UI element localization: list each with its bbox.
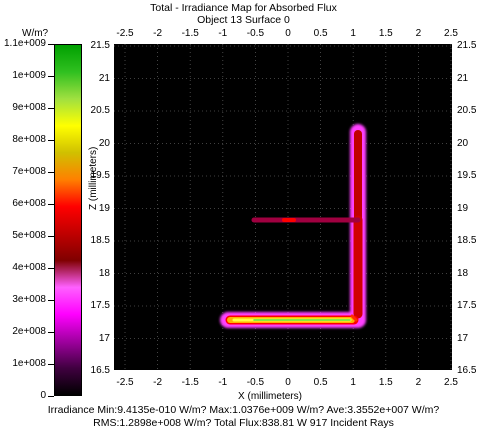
x-tick-label: 2 — [415, 28, 422, 39]
x-tick-label: -2.5 — [116, 28, 134, 39]
colorbar-tick — [48, 204, 54, 205]
grid-lines — [114, 44, 452, 370]
x-tick-label: -1.5 — [181, 28, 199, 39]
colorbar — [54, 44, 82, 396]
colorbar-tick-label: 1e+009 — [12, 70, 46, 81]
z-tick-label: 21.5 — [457, 40, 477, 51]
z-tick-label: 21.5 — [90, 40, 110, 51]
colorbar-tick — [48, 172, 54, 173]
irradiance-stats: Irradiance Min:9.4135e-010 W/m? Max:1.03… — [47, 404, 440, 416]
colorbar-tick-label: 1e+008 — [12, 358, 46, 369]
x-axis-title: X (millimeters) — [238, 391, 302, 402]
x-tick-label: 1.5 — [378, 28, 393, 39]
z-tick-label: 19 — [457, 202, 469, 214]
colorbar-tick-label: 8e+008 — [12, 134, 46, 145]
x-tick-label: -1 — [218, 377, 228, 388]
colorbar-tick — [48, 268, 54, 269]
colorbar-tick-label: 7e+008 — [12, 166, 46, 177]
colorbar-tick — [48, 364, 54, 365]
z-tick-label: 18 — [457, 267, 469, 279]
x-tick-label: 2 — [415, 377, 422, 388]
z-tick-label: 17.5 — [457, 300, 477, 311]
x-tick-label: -0.5 — [246, 28, 265, 39]
x-tick-label: 0.5 — [313, 28, 328, 39]
z-tick-label: 18.5 — [457, 235, 477, 246]
colorbar-tick — [48, 396, 54, 397]
colorbar-tick — [48, 300, 54, 301]
colorbar-tick-label: 1.1e+009 — [4, 38, 46, 49]
x-tick-label: -0.5 — [246, 377, 265, 388]
x-tick-label: -2 — [153, 377, 163, 388]
x-tick-label: 1 — [350, 28, 356, 39]
z-tick-label: 17.5 — [90, 300, 110, 311]
colorbar-tick — [48, 332, 54, 333]
x-tick-label: -1 — [218, 28, 228, 39]
z-tick-label: 18.5 — [90, 235, 110, 246]
x-tick-label: 1 — [350, 377, 356, 388]
z-tick-label: 19.5 — [457, 170, 477, 181]
beam-corner — [350, 314, 358, 322]
z-tick-label: 16.5 — [90, 365, 110, 376]
irradiance-shape — [220, 124, 366, 328]
colorbar-tick-label: 0 — [40, 390, 46, 401]
colorbar-tick-label: 9e+008 — [12, 102, 46, 113]
irradiance-map-svg — [114, 44, 452, 370]
x-tick-label: 0.5 — [313, 377, 328, 388]
colorbar-tick-label: 3e+008 — [12, 294, 46, 305]
colorbar-tick-label: 5e+008 — [12, 230, 46, 241]
plot-title: Total - Irradiance Map for Absorbed Flux — [150, 2, 337, 14]
x-tick-label: 1.5 — [378, 377, 393, 388]
z-axis-title: Z (millimeters) — [88, 146, 99, 210]
colorbar-unit: W/m? — [22, 28, 49, 39]
z-tick-label: 19 — [98, 202, 110, 214]
z-tick-label: 20 — [98, 137, 110, 149]
colorbar-tick-label: 4e+008 — [12, 262, 46, 273]
plot-subtitle: Object 13 Surface 0 — [197, 14, 290, 26]
z-tick-label: 17 — [457, 332, 469, 344]
irradiance-plot-area[interactable] — [114, 44, 452, 370]
z-tick-label: 17 — [98, 332, 110, 344]
x-tick-label: 2.5 — [444, 377, 458, 388]
colorbar-tick-label: 6e+008 — [12, 198, 46, 209]
colorbar-tick — [48, 44, 54, 45]
z-tick-label: 20 — [457, 137, 469, 149]
x-tick-label: 2.5 — [444, 28, 458, 39]
z-tick-label: 19.5 — [90, 170, 110, 181]
colorbar-tick — [48, 140, 54, 141]
x-tick-label: 0 — [285, 377, 291, 388]
z-tick-label: 21 — [457, 72, 469, 84]
z-tick-label: 21 — [98, 72, 110, 84]
colorbar-tick — [48, 108, 54, 109]
x-tick-label: -2 — [153, 28, 163, 39]
z-tick-label: 18 — [98, 267, 110, 279]
colorbar-tick-label: 2e+008 — [12, 326, 46, 337]
z-tick-label: 20.5 — [457, 105, 477, 116]
colorbar-tick — [48, 76, 54, 77]
z-tick-label: 16.5 — [457, 365, 477, 376]
x-tick-label: -2.5 — [116, 377, 134, 388]
x-tick-label: 0 — [285, 28, 291, 39]
flux-stats: RMS:1.2898e+008 W/m? Total Flux:838.81 W… — [93, 417, 394, 429]
z-tick-label: 20.5 — [90, 105, 110, 116]
colorbar-tick — [48, 236, 54, 237]
x-tick-label: -1.5 — [181, 377, 199, 388]
